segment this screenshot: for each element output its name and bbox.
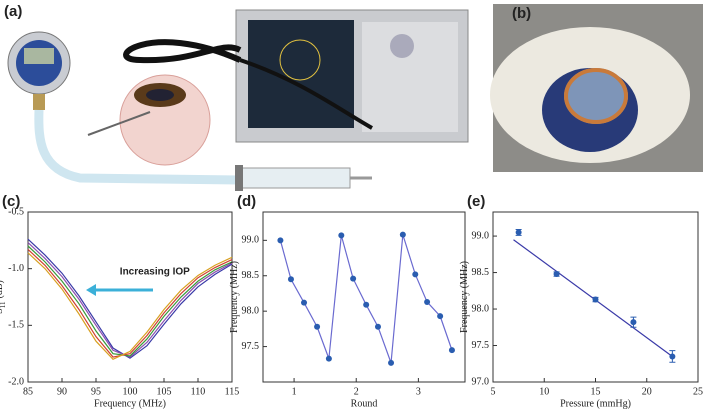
y-tick-label: 98.0 <box>472 303 490 314</box>
x-axis-label: Frequency (MHz) <box>94 398 166 409</box>
x-tick-label: 3 <box>416 386 421 397</box>
y-tick-label: -1.0 <box>8 263 24 274</box>
x-axis-label: Pressure (mmHg) <box>560 398 631 409</box>
data-point <box>412 271 419 278</box>
panel-label: (c) <box>2 193 20 210</box>
y-axis-label: Frequency (MHz) <box>459 261 470 333</box>
data-point <box>374 323 381 330</box>
y-axis-label-text: S <box>0 308 5 314</box>
x-tick-label: 100 <box>123 386 138 397</box>
y-axis-label-text: Frequency (MHz) <box>459 261 470 333</box>
x-axis-label: Round <box>351 398 378 409</box>
annotation-arrowhead <box>86 284 96 296</box>
eye-photo <box>490 4 703 172</box>
x-tick-label: 10 <box>539 386 549 397</box>
x-tick-label: 20 <box>642 386 652 397</box>
data-point <box>630 319 637 326</box>
data-point <box>350 275 357 282</box>
series-line <box>27 238 233 359</box>
x-tick-label: 95 <box>91 386 101 397</box>
data-point <box>669 353 676 360</box>
panel-label: (e) <box>467 193 485 210</box>
series-line <box>27 252 233 361</box>
x-tick-label: 110 <box>191 386 206 397</box>
y-tick-label: -0.5 <box>8 206 24 217</box>
y-axis-label-text: Frequency (MHz) <box>229 261 240 333</box>
y-tick-label: 97.5 <box>472 340 490 351</box>
data-point <box>338 232 345 239</box>
data-point <box>325 355 332 362</box>
data-point <box>363 301 370 308</box>
data-point <box>592 296 599 303</box>
y-axis-label-unit: (dB) <box>0 280 5 298</box>
y-tick-label: -2.0 <box>8 376 24 387</box>
x-tick-label: 105 <box>157 386 172 397</box>
data-point <box>301 299 308 306</box>
panel-label: (b) <box>512 5 531 22</box>
y-tick-label: 97.0 <box>472 376 490 387</box>
x-tick-label: 1 <box>292 386 297 397</box>
data-point <box>287 276 294 283</box>
data-point <box>277 237 284 244</box>
x-tick-label: 2 <box>354 386 359 397</box>
y-tick-label: 99.0 <box>472 230 490 241</box>
x-tick-label: 5 <box>491 386 496 397</box>
y-tick-label: -1.5 <box>8 320 24 331</box>
data-point <box>448 347 455 354</box>
data-point <box>388 359 395 366</box>
panel-label: (a) <box>4 3 22 20</box>
annotation: Increasing IOP <box>120 267 190 278</box>
y-tick-label: 97.5 <box>242 341 260 352</box>
plot-frame <box>262 211 466 383</box>
data-point <box>399 231 406 238</box>
x-tick-label: 85 <box>23 386 33 397</box>
y-tick-label: 99.0 <box>242 235 260 246</box>
x-tick-label: 25 <box>693 386 703 397</box>
x-tick-label: 115 <box>225 386 240 397</box>
series-line <box>27 245 233 357</box>
data-point <box>437 313 444 320</box>
y-tick-label: 98.5 <box>242 270 260 281</box>
series-line <box>279 234 453 364</box>
x-tick-label: 90 <box>57 386 67 397</box>
series-line <box>27 242 233 358</box>
data-point <box>515 229 522 236</box>
panel-label: (d) <box>237 193 256 210</box>
y-axis-label: Frequency (MHz) <box>229 261 240 333</box>
y-tick-label: 98.5 <box>472 267 490 278</box>
setup-illustration <box>7 9 469 191</box>
y-tick-label: 98.0 <box>242 305 260 316</box>
y-axis-label: S11 (dB) <box>0 280 7 314</box>
data-point <box>424 298 431 305</box>
data-point <box>553 271 560 278</box>
y-axis-label-sub: 11 <box>0 301 7 308</box>
series-line <box>27 248 233 358</box>
x-tick-label: 15 <box>591 386 601 397</box>
data-point <box>314 323 321 330</box>
